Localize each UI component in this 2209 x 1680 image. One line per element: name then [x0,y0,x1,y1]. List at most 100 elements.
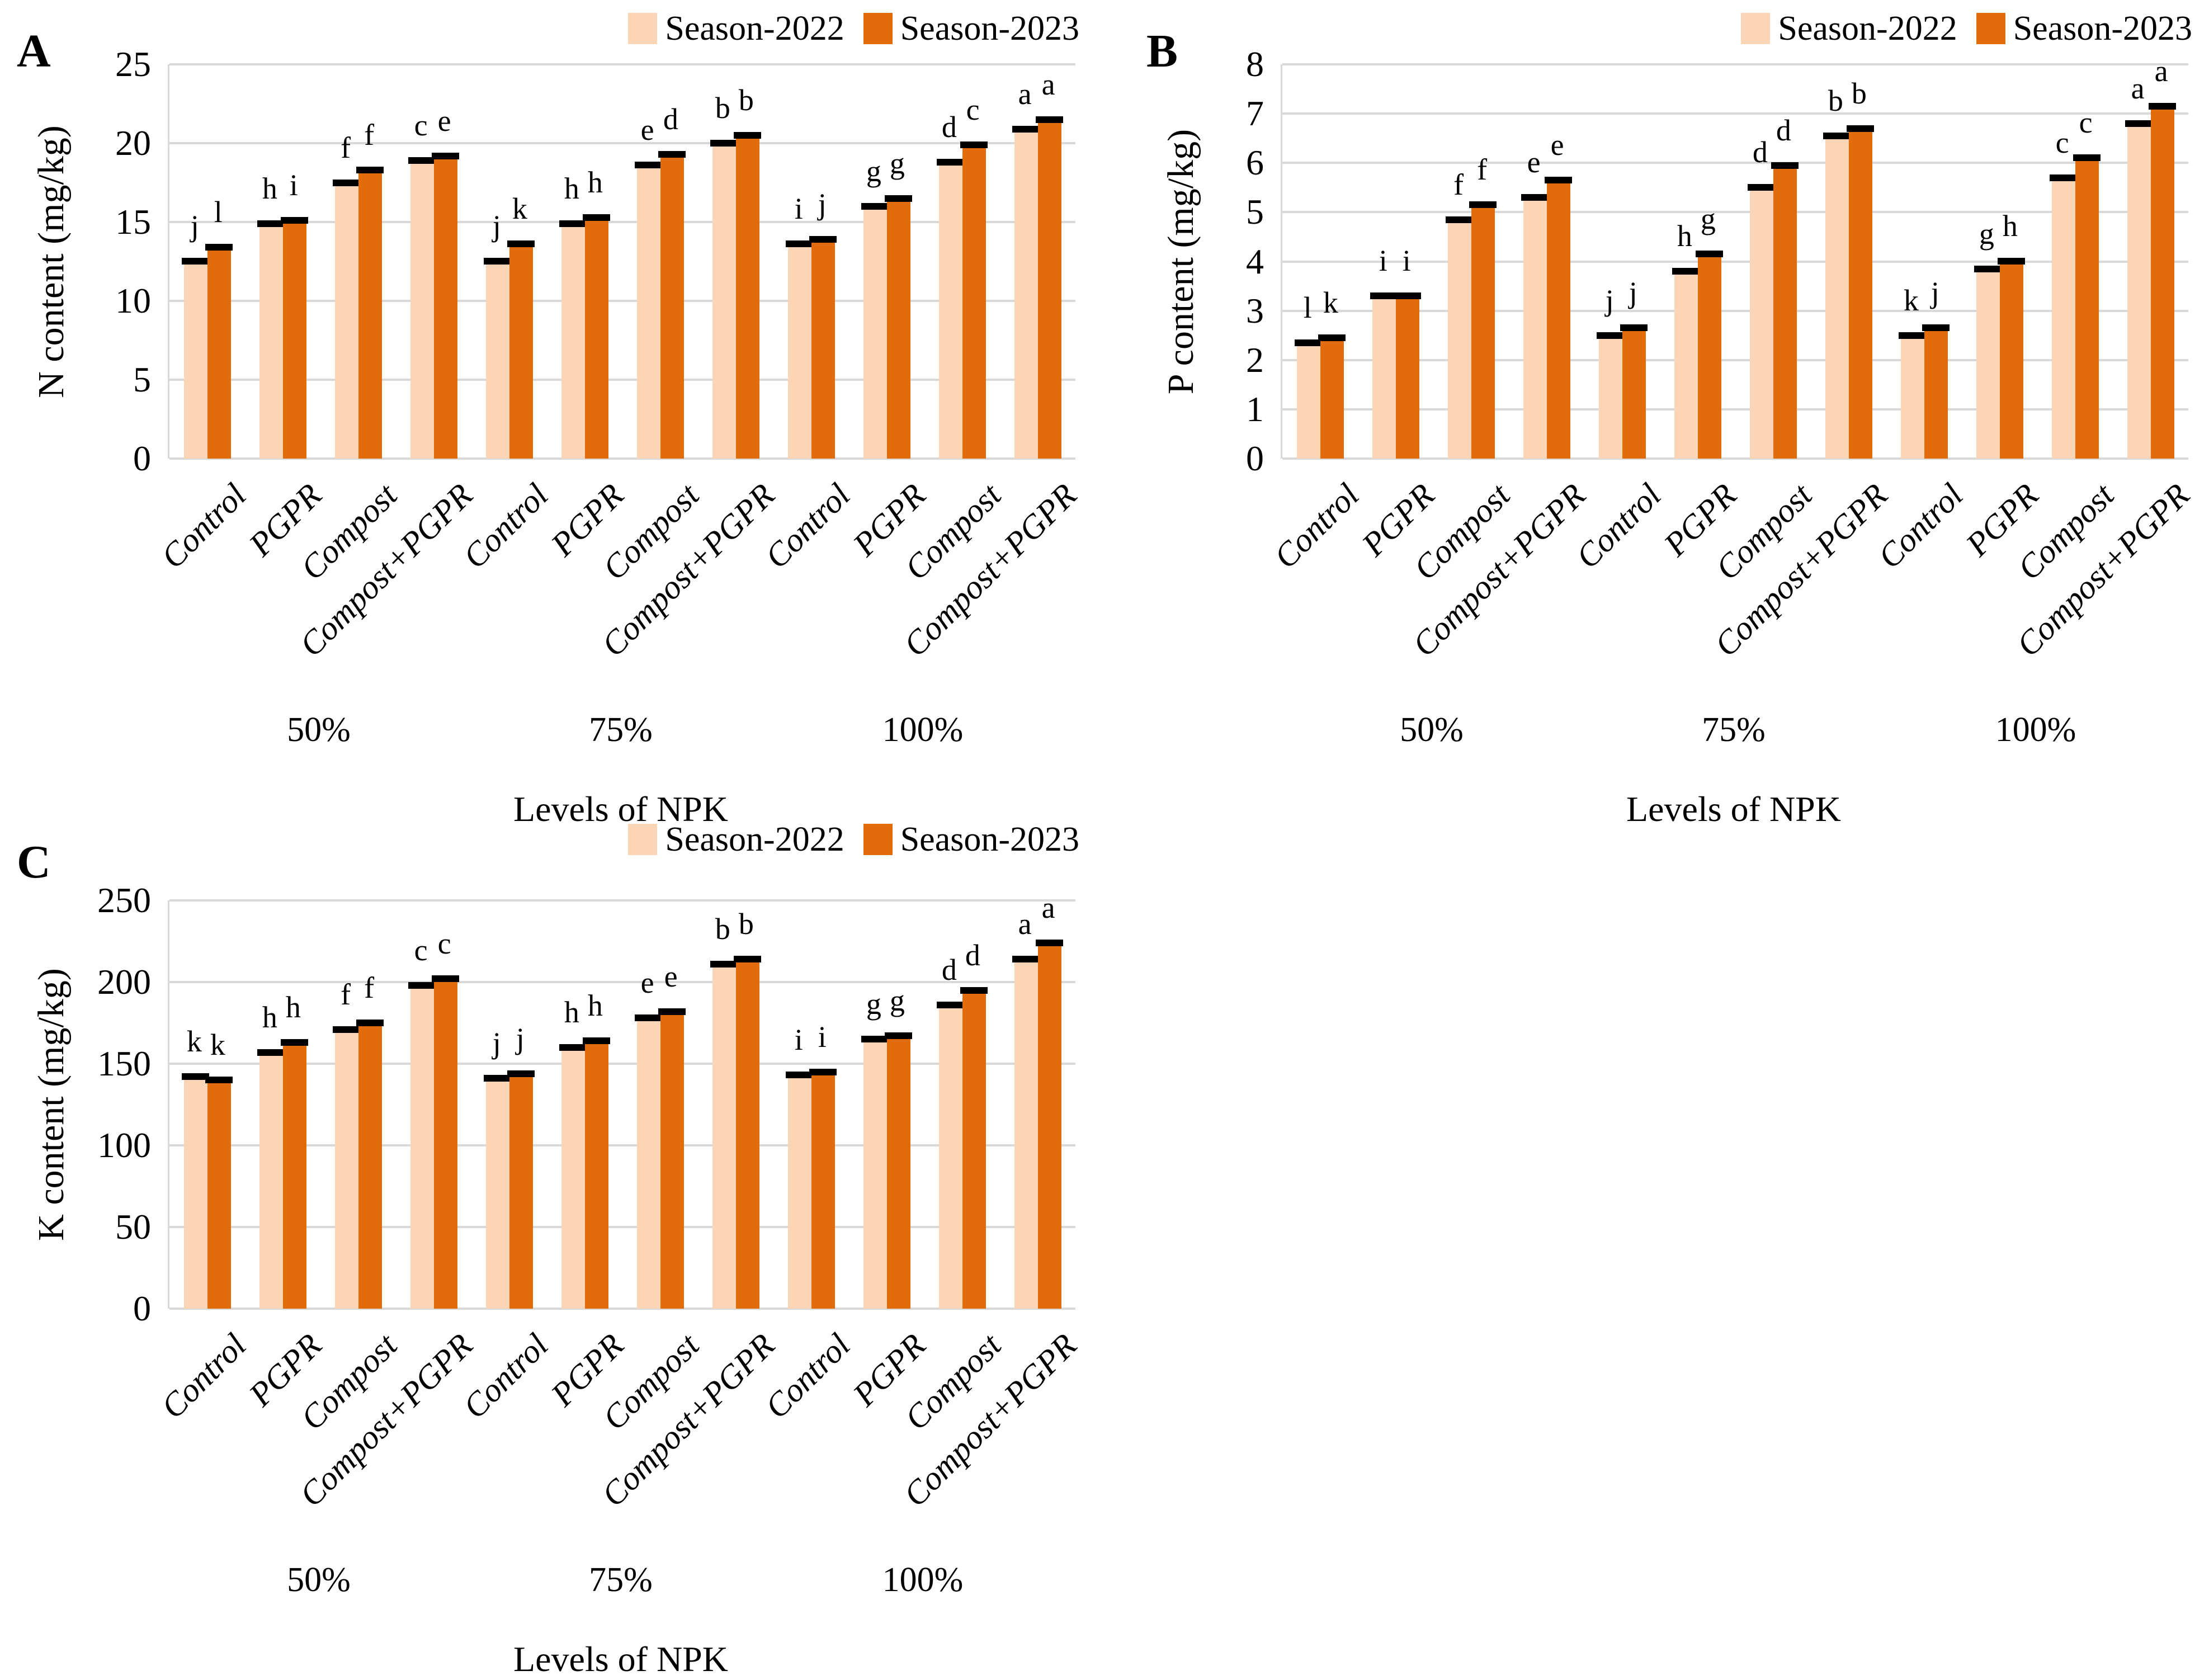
sig-letter: d [663,102,678,136]
ytick-0: 0 [1246,438,1264,478]
sig-letter: g [1979,217,1994,251]
bar-C-100%-Control-Season-2023 [809,1069,837,1309]
bar-B-100%-Compost-Season-2023 [2073,154,2101,459]
sig-letter: i [794,1023,803,1056]
error-cap [710,961,738,968]
bar-C-75%-Compost-Season-2022 [635,1014,662,1309]
sig-letter: k [1903,284,1919,317]
error-cap [257,1049,285,1056]
bar-A-100%-PGPR-Season-2022 [861,203,889,459]
gridline-y3 [1282,309,2188,312]
sig-letter: h [262,1001,277,1034]
legend-label: Season-2022 [1778,10,1957,48]
bar-A-50%-PGPR-Season-2022 [257,220,285,459]
gridline-y20 [169,142,1075,144]
bar-A-50%-Compost+PGPR-Season-2022 [408,157,436,459]
error-cap [356,167,384,173]
bar-A-100%-Compost+PGPR-Season-2022 [1012,126,1040,459]
error-cap [484,1075,511,1082]
error-cap [356,1020,384,1026]
bar-B-75%-Compost-Season-2023 [1771,162,1799,459]
npk-group-label: 75% [589,711,653,749]
bar-B-50%-Compost-Season-2023 [1469,201,1497,459]
bar-B-75%-Compost-Season-2022 [1748,184,1775,459]
ytick-10: 10 [115,281,151,320]
sig-letter: j [492,1026,501,1060]
sig-letter: c [2055,126,2069,159]
ytick-20: 20 [115,123,151,163]
sig-letter: c [414,933,428,967]
sig-letter: g [889,147,905,180]
legend-item-season-2023: Season-2023 [863,822,1079,857]
sig-letter: j [492,209,501,243]
sig-letter: b [738,83,754,117]
bar-A-100%-Compost+PGPR-Season-2023 [1036,116,1063,459]
y-axis-title: P content (mg/kg) [1160,129,1201,394]
error-cap [1012,956,1040,962]
ytick-50: 50 [115,1207,151,1247]
gridline-y7 [1282,112,2188,115]
gridline-y8 [1282,63,2188,65]
legend-label: Season-2023 [900,820,1079,858]
legend-label: Season-2023 [2013,10,2192,48]
error-cap [658,1008,686,1015]
bar-B-75%-Compost+PGPR-Season-2022 [1823,133,1851,459]
error-cap [281,217,308,224]
gridline-y50 [169,1226,1075,1228]
bar-B-75%-Compost+PGPR-Season-2023 [1847,125,1874,459]
bar-C-50%-Compost+PGPR-Season-2023 [432,975,459,1309]
error-cap [1012,126,1040,133]
sig-letter: c [437,927,451,960]
bar-A-75%-Compost-Season-2022 [635,162,662,459]
bar-C-100%-PGPR-Season-2023 [885,1032,912,1309]
sig-letter: j [516,1022,525,1055]
error-cap [1922,324,1950,331]
sig-letter: f [1453,168,1464,201]
error-cap [333,1026,360,1033]
bar-C-75%-Compost-Season-2023 [658,1008,686,1309]
sig-letter: c [966,93,980,126]
npk-group-label: 100% [1995,711,2076,749]
panel-B: B Season-2022 Season-2023 l k i i f f e e j j h g d d b b k… [1146,10,2196,829]
y-axis-title: K content (mg/kg) [31,968,72,1241]
gridline-y15 [169,221,1075,223]
error-cap [257,220,285,227]
panel-C: C Season-2022 Season-2023 k k h h f f c c j j h h e e b b i… [17,822,1083,1679]
error-cap [408,157,436,164]
gridline-y0 [169,1308,1075,1310]
bar-B-100%-Control-Season-2023 [1922,324,1950,459]
error-cap [786,1072,813,1078]
error-cap [1521,194,1549,201]
error-cap [1620,324,1648,331]
sig-letter: g [866,987,881,1021]
error-cap [1295,339,1322,346]
ytick-4: 4 [1246,241,1264,281]
bar-A-75%-Control-Season-2022 [484,258,511,459]
legend: Season-2022 Season-2023 [628,822,1079,857]
sig-letter: b [1828,84,1843,117]
error-cap [1597,332,1624,339]
error-cap [1696,251,1723,257]
error-cap [432,153,459,159]
npk-group-label: 50% [287,1561,351,1599]
bar-C-50%-PGPR-Season-2022 [257,1049,285,1309]
sig-letter: l [1303,291,1312,324]
legend-label: Season-2022 [665,820,844,858]
gridline-y4 [1282,260,2188,263]
bar-C-100%-PGPR-Season-2022 [861,1036,889,1309]
ytick-250: 250 [97,880,151,920]
error-cap [734,956,761,962]
sig-letter: h [587,989,603,1022]
ytick-5: 5 [133,360,151,399]
sig-letter: a [1018,77,1032,111]
error-cap [1036,116,1063,123]
bar-B-50%-Compost+PGPR-Season-2023 [1545,177,1572,459]
bar-C-50%-Control-Season-2022 [182,1073,209,1309]
sig-letter: c [414,108,428,142]
error-cap [333,180,360,186]
error-cap [1036,940,1063,946]
sig-letter: d [965,938,980,972]
sig-letter: a [2131,72,2145,105]
